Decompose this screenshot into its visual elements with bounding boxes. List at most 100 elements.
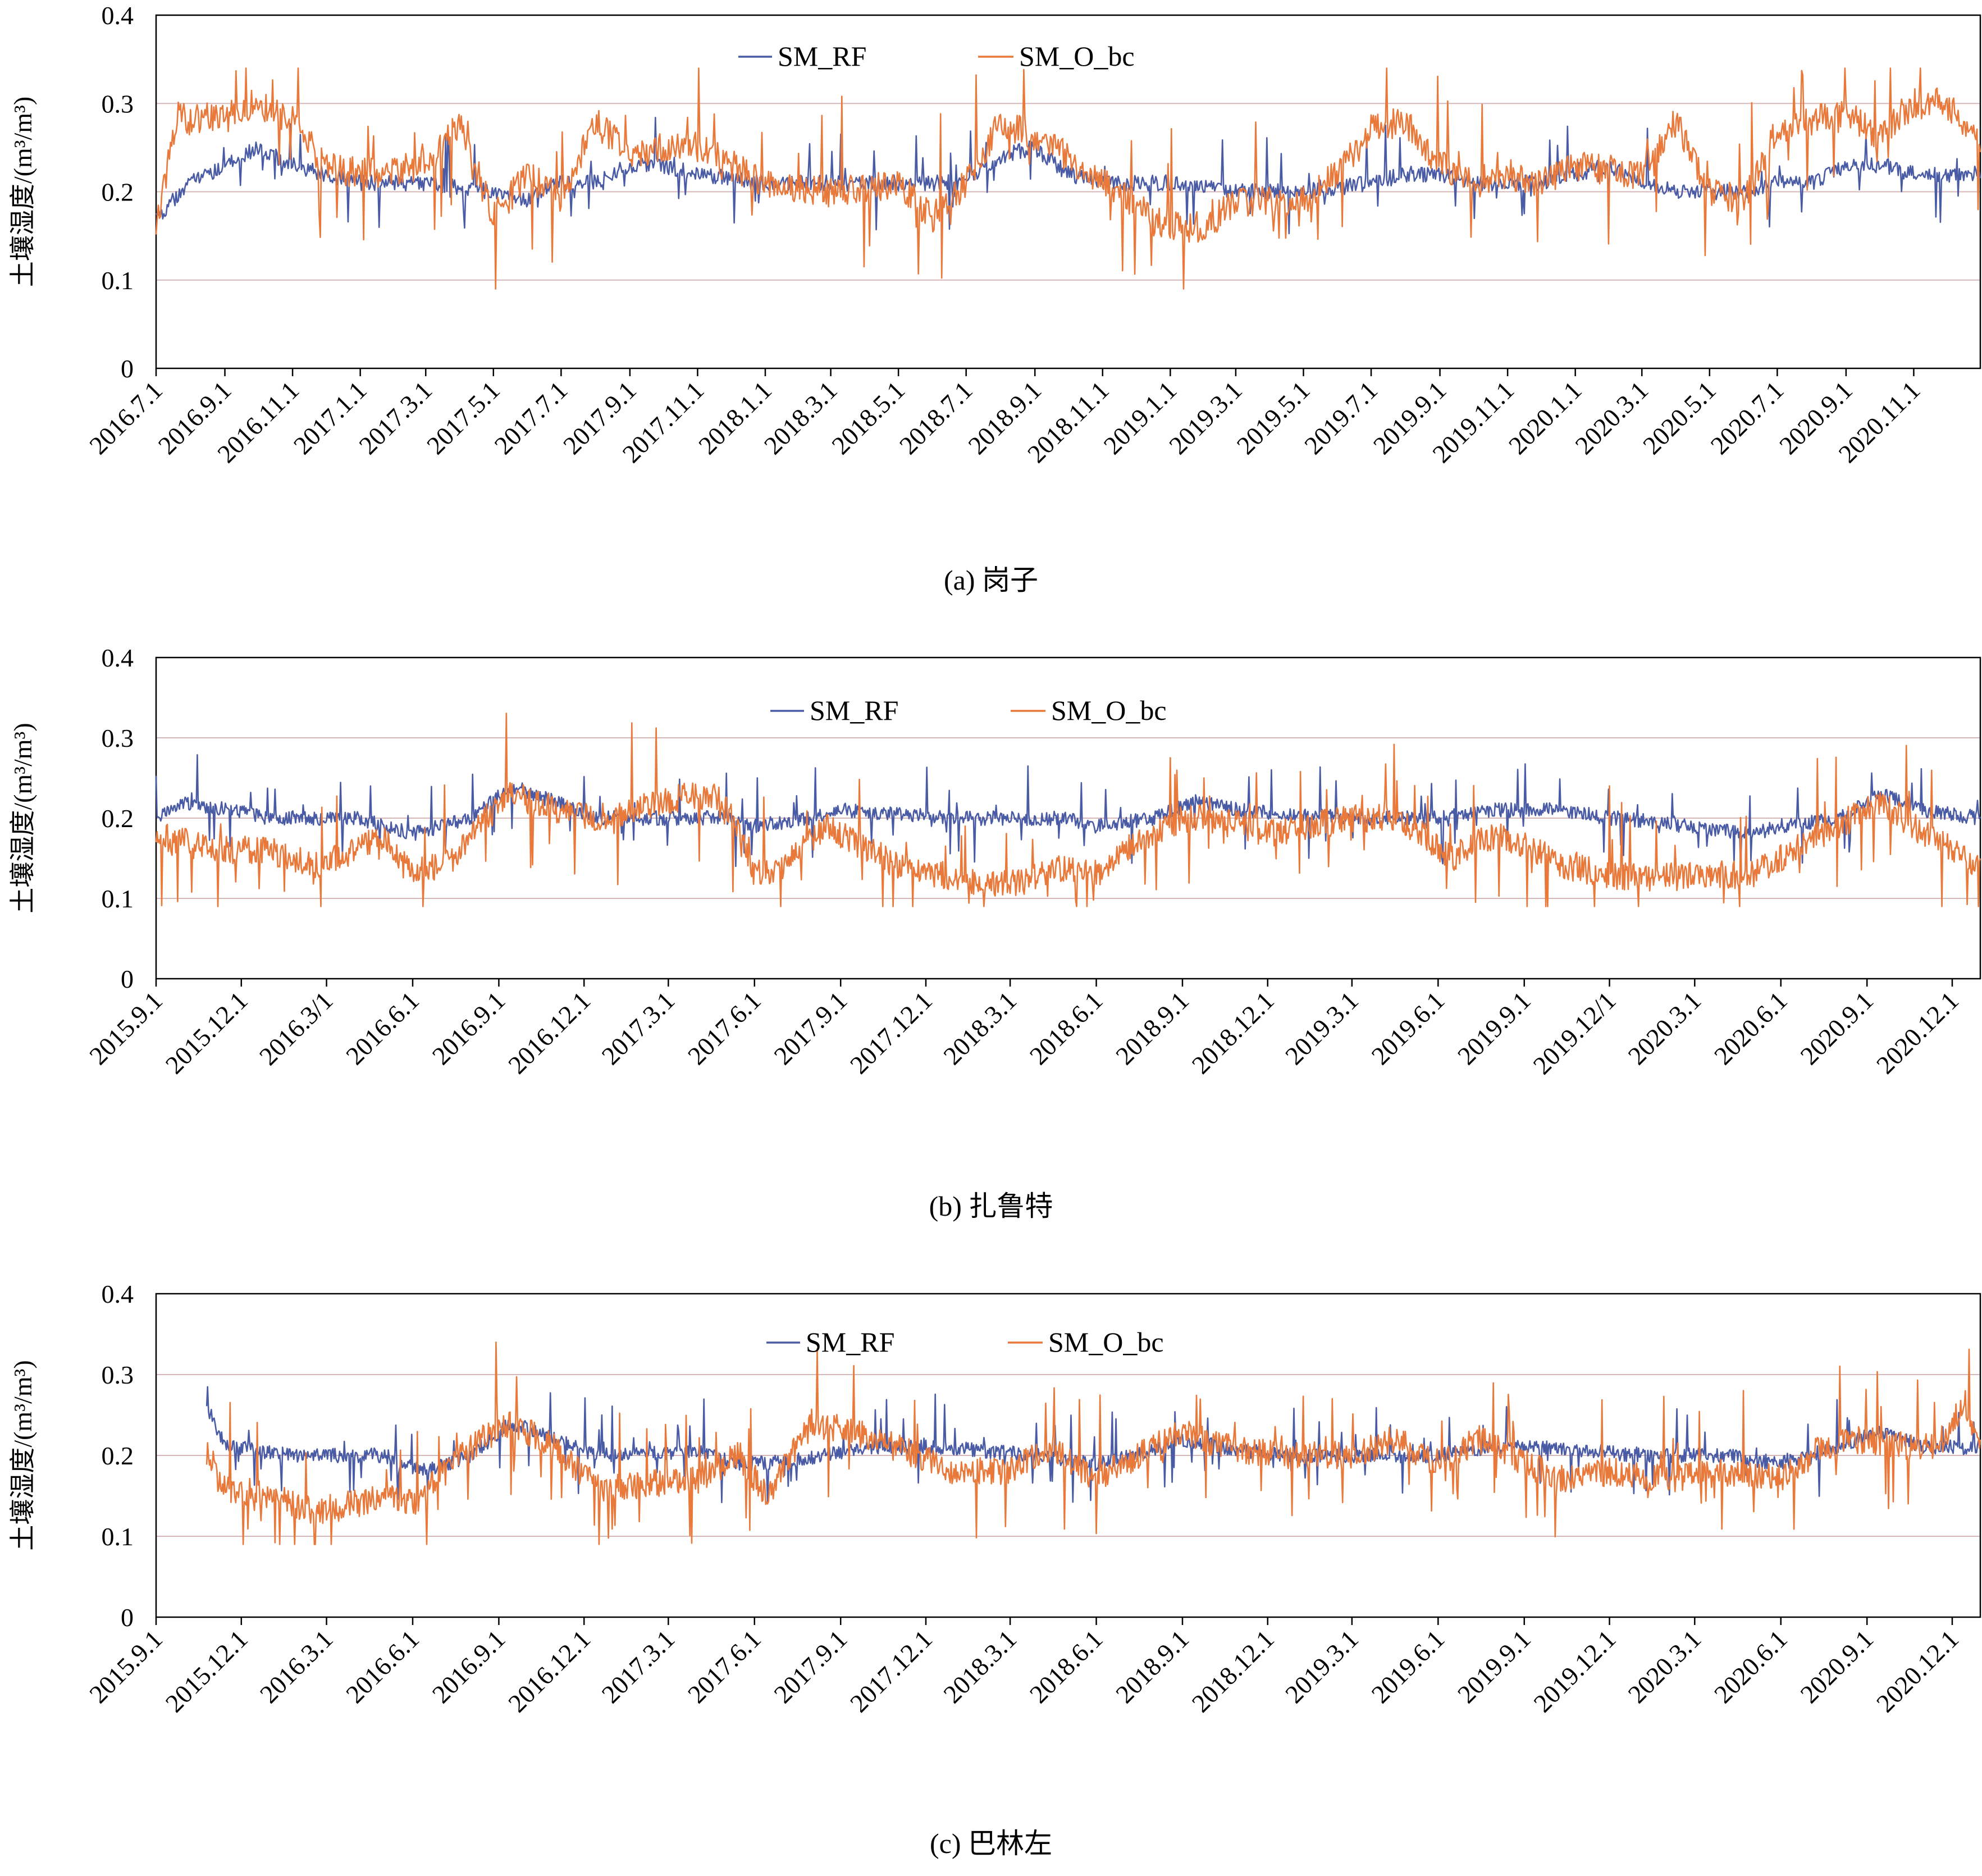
y-tick-label: 0.2 (102, 178, 134, 207)
series-line-sm-rf (205, 1386, 1981, 1505)
series-line-sm-rf (155, 117, 1981, 235)
x-tick-label: 2020.7.1 (1705, 376, 1789, 460)
legend-label: SM_O_bc (1019, 40, 1135, 72)
panel-c: 0 0.1 0.2 0.3 0.4 土壤湿度/(m³/m³) 2015.9.12015.12… (8, 1280, 1981, 1859)
x-tick-label: 2017.12.1 (844, 1624, 938, 1718)
x-tick-label: 2020.12.1 (1871, 986, 1964, 1079)
x-tick-label: 2018.7.1 (894, 376, 978, 460)
x-tick-label: 2020.3.1 (1622, 986, 1706, 1070)
panel-caption: (b) 扎鲁特 (929, 1190, 1053, 1222)
x-tick-label: 2016.9.1 (427, 986, 511, 1070)
x-tick-label: 2019.7.1 (1299, 376, 1383, 460)
x-tick-label: 2017.9.1 (768, 986, 852, 1070)
legend-label: SM_RF (778, 40, 866, 72)
x-tick-label: 2017.6.1 (682, 986, 766, 1070)
x-tick-label: 2017.1.1 (288, 376, 372, 460)
x-tick-label: 2019.3.1 (1280, 1624, 1364, 1709)
x-tick-label: 2017.12.1 (844, 986, 938, 1079)
x-tick-label: 2020.1.1 (1503, 376, 1587, 460)
x-tick-label: 2018.3.1 (759, 376, 843, 460)
x-tick-label: 2018.3.1 (938, 986, 1022, 1070)
x-tick-label: 2016.12.1 (503, 986, 596, 1079)
x-tick-label: 2017.3.1 (353, 376, 437, 460)
x-tick-label: 2019.12.1 (1528, 1624, 1621, 1718)
x-tick-label: 2020.6.1 (1709, 1624, 1793, 1709)
x-tick-label: 2018.6.1 (1024, 1624, 1108, 1709)
series-line-sm-rf (155, 754, 1981, 874)
y-tick-label: 0.3 (102, 89, 134, 118)
x-tick-label: 2018.9.1 (1110, 1624, 1194, 1709)
y-tick-label: 0.1 (102, 266, 134, 295)
y-tick-label: 0.4 (102, 643, 134, 672)
legend-label: SM_O_bc (1048, 1326, 1164, 1358)
x-tick-label: 2016.12.1 (503, 1624, 596, 1718)
x-tick-label: 2017.6.1 (682, 1624, 766, 1709)
x-tick-label: 2016.6.1 (340, 1624, 424, 1709)
x-tick-label: 2016.9.1 (427, 1624, 511, 1709)
series-line-sm-o-bc (205, 1341, 1981, 1545)
series-line-sm-o-bc (155, 713, 1981, 907)
y-tick-label: 0 (121, 965, 134, 993)
x-tick-label: 2019.9.1 (1452, 986, 1536, 1070)
x-tick-label: 2019.6.1 (1366, 986, 1450, 1070)
y-axis-label: 土壤湿度/(m³/m³) (8, 1360, 37, 1550)
x-tick-label: 2020.3.1 (1622, 1624, 1706, 1709)
x-tick-label: 2017.9.1 (768, 1624, 852, 1709)
series-line-sm-o-bc (155, 67, 1981, 290)
y-tick-label: 0.1 (102, 884, 134, 913)
y-tick-label: 0.2 (102, 804, 134, 833)
x-tick-label: 2018.6.1 (1024, 986, 1108, 1070)
y-tick-label: 0.2 (102, 1441, 134, 1470)
legend-label: SM_O_bc (1051, 695, 1167, 726)
panel-caption: (c) 巴林左 (930, 1828, 1052, 1859)
x-tick-label: 2018.12.1 (1186, 1624, 1280, 1718)
x-tick-label: 2020.3.1 (1569, 376, 1654, 460)
x-tick-label: 2015.12.1 (160, 986, 253, 1079)
x-tick-label: 2019.1.1 (1098, 376, 1182, 460)
y-tick-label: 0.4 (102, 1, 134, 30)
x-tick-label: 2018.9.1 (1110, 986, 1194, 1070)
panel-caption: (a) 岗子 (944, 564, 1038, 596)
x-tick-label: 2020.12.1 (1871, 1624, 1964, 1718)
x-tick-label: 2015.12.1 (160, 1624, 253, 1718)
plot-frame (155, 14, 1981, 369)
x-tick-label: 2020.6.1 (1709, 986, 1793, 1070)
x-tick-label: 2020.9.1 (1794, 986, 1879, 1070)
plot-frame (155, 1293, 1981, 1618)
legend-label: SM_RF (806, 1326, 894, 1358)
x-tick-label: 2016.6.1 (340, 986, 424, 1070)
x-tick-label: 2019.9.1 (1452, 1624, 1536, 1709)
legend-label: SM_RF (810, 695, 898, 726)
x-tick-label: 2017.7.1 (489, 376, 573, 460)
x-tick-label: 2018.3.1 (938, 1624, 1022, 1709)
panel-a: 00.10.20.30.4土壤湿度/(m³/m³)2016.7.12016.9.… (8, 1, 1981, 596)
x-tick-label: 2016.3.1 (254, 1624, 339, 1709)
x-tick-label: 2015.9.1 (84, 986, 168, 1070)
x-tick-label: 2020.9.1 (1794, 1624, 1879, 1709)
x-tick-label: 2018.1.1 (693, 376, 777, 460)
x-tick-label: 2019.5.1 (1231, 376, 1316, 460)
x-tick-label: 2019.6.1 (1366, 1624, 1450, 1709)
x-tick-label: 2017.5.1 (421, 376, 505, 460)
x-tick-label: 2019.3.1 (1280, 986, 1364, 1070)
y-tick-label: 0 (121, 354, 134, 383)
y-tick-label: 0.3 (102, 1361, 134, 1389)
y-tick-label: 0.1 (102, 1522, 134, 1551)
x-tick-label: 2018.12.1 (1186, 986, 1280, 1079)
x-tick-label: 2018.5.1 (826, 376, 910, 460)
x-tick-label: 2017.3.1 (596, 986, 680, 1070)
x-tick-label: 2020.5.1 (1637, 376, 1721, 460)
x-tick-label: 2016.7.1 (84, 376, 168, 460)
y-tick-label: 0 (121, 1603, 134, 1632)
x-tick-label: 2019.12/1 (1528, 986, 1622, 1080)
y-tick-label: 0.4 (102, 1280, 134, 1308)
x-tick-label: 2015.9.1 (84, 1624, 168, 1709)
x-tick-label: 2019.3.1 (1163, 376, 1248, 460)
y-tick-label: 0.3 (102, 724, 134, 752)
y-axis-label: 土壤湿度/(m³/m³) (8, 723, 37, 913)
x-tick-label: 2016.3/1 (254, 986, 339, 1071)
y-axis-label: 土壤湿度/(m³/m³) (8, 97, 37, 287)
panel-b: 0 0.1 0.2 0.3 0.4 土壤湿度/(m³/m³) 2015.9.12015.12… (8, 643, 1981, 1222)
x-tick-label: 2017.3.1 (596, 1624, 680, 1709)
